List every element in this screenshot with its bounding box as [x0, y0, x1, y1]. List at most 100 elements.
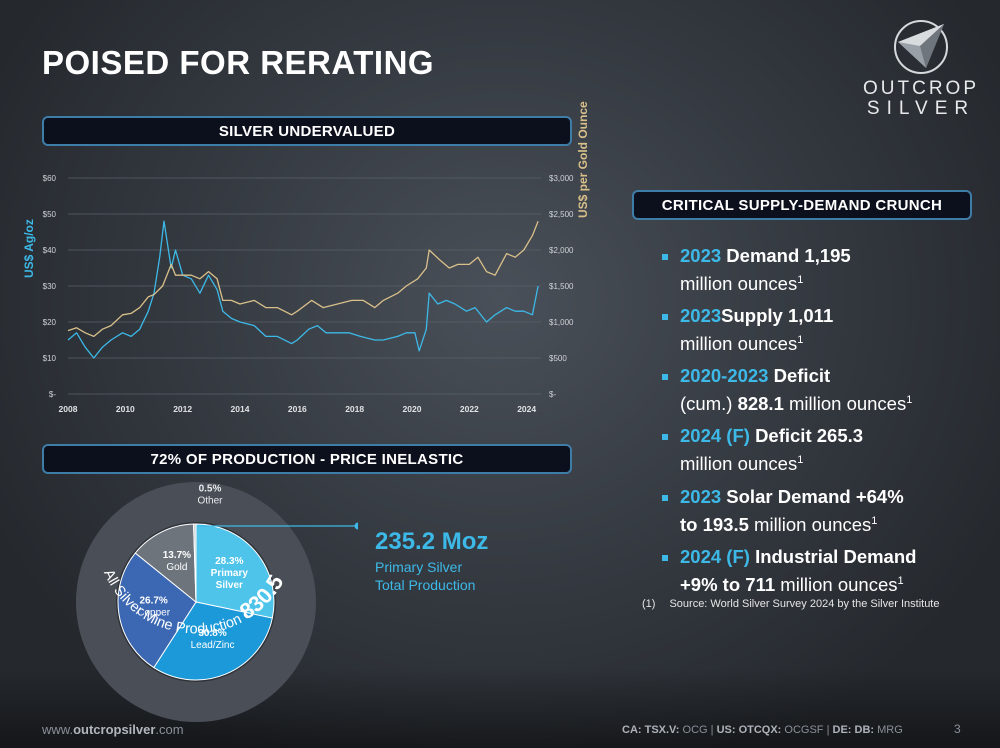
x-tick-label: 2014 [231, 404, 250, 414]
y-axis-left-label: US$ Ag/oz [22, 219, 36, 278]
silver-gold-chart: $- $10 $20 $30 $40 $50 $60 $- $500 $1,000 $1,500 $2… [22, 101, 590, 420]
bullet-footnote-ref: 1 [871, 514, 878, 527]
x-tick-label: 2022 [460, 404, 479, 414]
bullet-marker-icon [662, 494, 668, 501]
bullet-highlight: 2023 [680, 485, 722, 507]
y-right-tick-label: $1,500 [549, 282, 574, 291]
logo-line-1: OUTCROP [863, 78, 979, 99]
callout-value: 235.2 Moz [375, 528, 489, 555]
bullet-text: (cum.) [680, 393, 738, 415]
ticker-symbols: CA: TSX.V: OCG | US: OTCQX: OCGSF | DE: … [622, 724, 903, 736]
bullet-marker-icon [662, 434, 668, 441]
y-right-tick-label: $3,000 [549, 174, 574, 183]
page-number: 3 [954, 722, 961, 736]
bullet-footnote-ref: 1 [797, 454, 804, 467]
separator: | [707, 724, 717, 736]
ticker-ca-label: CA: TSX.V: [622, 724, 680, 736]
url-suffix: .com [155, 722, 184, 737]
silver-price-line [67, 220, 539, 359]
bullet-marker-icon [662, 314, 668, 321]
bullet-bold-value: 828.1 [737, 393, 784, 415]
bullet-item: 2024 (F) Industrial Demand +9% to 711 mil… [660, 545, 980, 597]
bullet-bold: Deficit [773, 365, 831, 387]
bullet-text: million ounces [775, 573, 898, 595]
website-link[interactable]: www.outcropsilver.com [42, 722, 184, 737]
supply-demand-banner: CRITICAL SUPPLY-DEMAND CRUNCH [632, 190, 972, 220]
callout-label: Primary Silver Total Production [375, 558, 475, 594]
y-right-tick-label: $1,000 [549, 318, 574, 327]
mine-production-pie: 28.3% Primary Silver 30.8% Lead/Zinc 26.7% Cop… [58, 462, 358, 722]
footnote-number: (1) [642, 598, 656, 610]
logo-mark-icon [894, 20, 948, 74]
y-right-tick-label: $500 [549, 354, 567, 363]
bullet-bold-value: to 193.5 [680, 513, 749, 535]
y-left-tick-label: $50 [43, 210, 57, 219]
bullet-item: 2024 (F) Deficit 265.3 million ounces1 [660, 424, 980, 476]
bullet-text: million ounces [680, 333, 798, 355]
bullet-highlight: 2020-2023 [680, 365, 769, 387]
y-left-tick-label: $20 [43, 318, 57, 327]
bullet-highlight: 2024 (F) [680, 545, 750, 567]
pie-slice-label: 0.5% Other [197, 484, 223, 507]
bullet-footnote-ref: 1 [906, 394, 913, 407]
callout-line-1: Primary Silver [375, 559, 463, 575]
ticker-ca-value: OCG [679, 724, 708, 736]
bullet-bold-value: +9% to 711 [680, 573, 776, 595]
pie-slice-other [193, 523, 197, 603]
bullet-marker-icon [662, 554, 668, 561]
footnote: (1) Source: World Silver Survey 2024 by t… [642, 598, 940, 610]
x-tick-label: 2016 [288, 404, 307, 414]
callout-line-2: Total Production [375, 577, 476, 593]
y-left-tick-label: $60 [43, 174, 57, 183]
bullet-bold: Industrial Demand [755, 545, 917, 567]
bullet-footnote-ref: 1 [797, 334, 804, 347]
ticker-de-value: MRG [874, 724, 903, 736]
y-right-tick-label: $2,000 [549, 246, 574, 255]
pie-slice-copper [117, 552, 197, 669]
ticker-de-label: DE: DB: [832, 724, 875, 736]
x-tick-label: 2010 [116, 404, 135, 414]
y-left-tick-label: $- [49, 390, 56, 399]
url-prefix: www. [42, 722, 74, 737]
bullet-highlight: 2024 (F) [680, 425, 750, 447]
url-domain: outcropsilver [73, 722, 156, 737]
ticker-us-value: OCGSF [781, 724, 824, 736]
x-tick-label: 2012 [173, 404, 192, 414]
bullet-text: million ounces [680, 273, 798, 295]
footnote-text: Source: World Silver Survey 2024 by the … [669, 598, 940, 610]
y-right-tick-label: $2,500 [549, 210, 574, 219]
bullet-bold: Demand 1,195 [726, 245, 851, 266]
bullet-marker-icon [662, 374, 668, 381]
separator: | [823, 724, 833, 736]
ticker-us-label: US: OTCQX: [716, 724, 782, 736]
pie-slice-primary-silver [195, 523, 275, 619]
bullet-item: 2023Supply 1,011 million ounces1 [660, 304, 980, 356]
y-left-tick-label: $10 [43, 354, 57, 363]
pie-slice-label: 30.8% Lead/Zinc [191, 628, 235, 651]
pie-slice-label: 28.3% Primary Silver [211, 556, 249, 591]
bullet-footnote-ref: 1 [797, 274, 804, 286]
bullet-bold: Solar Demand +64% [726, 485, 904, 507]
y-left-tick-label: $40 [43, 246, 57, 255]
bullet-marker-icon [662, 254, 668, 260]
pie-slice-lead-zinc [153, 601, 273, 681]
bullet-highlight: 2023 [680, 245, 722, 266]
bullet-item: 2023 Solar Demand +64% to 193.5 million o… [660, 485, 980, 537]
bullet-highlight: 2023 [680, 305, 722, 327]
logo-line-2: SILVER [866, 98, 976, 119]
bullet-text: million ounces [680, 453, 798, 475]
x-tick-label: 2020 [403, 404, 422, 414]
bullet-item: 2023 Demand 1,195 million ounces1 [660, 244, 980, 296]
pie-slice-gold [134, 523, 197, 604]
callout-dot-icon [354, 522, 358, 530]
pie-slice-label: 13.7% Gold [163, 550, 191, 573]
x-tick-label: 2024 [517, 404, 536, 414]
silver-undervalued-banner: SILVER UNDERVALUED [42, 116, 572, 146]
bullet-footnote-ref: 1 [897, 574, 904, 587]
y-axis-right-label: US$ per Gold Ounce [576, 101, 590, 218]
bullet-bold: Supply 1,011 [721, 305, 834, 327]
page-title: POISED FOR RERATING [42, 44, 435, 81]
gold-price-line [67, 220, 539, 338]
y-left-tick-label: $30 [43, 282, 57, 291]
production-banner: 72% OF PRODUCTION - PRICE INELASTIC [42, 444, 572, 474]
